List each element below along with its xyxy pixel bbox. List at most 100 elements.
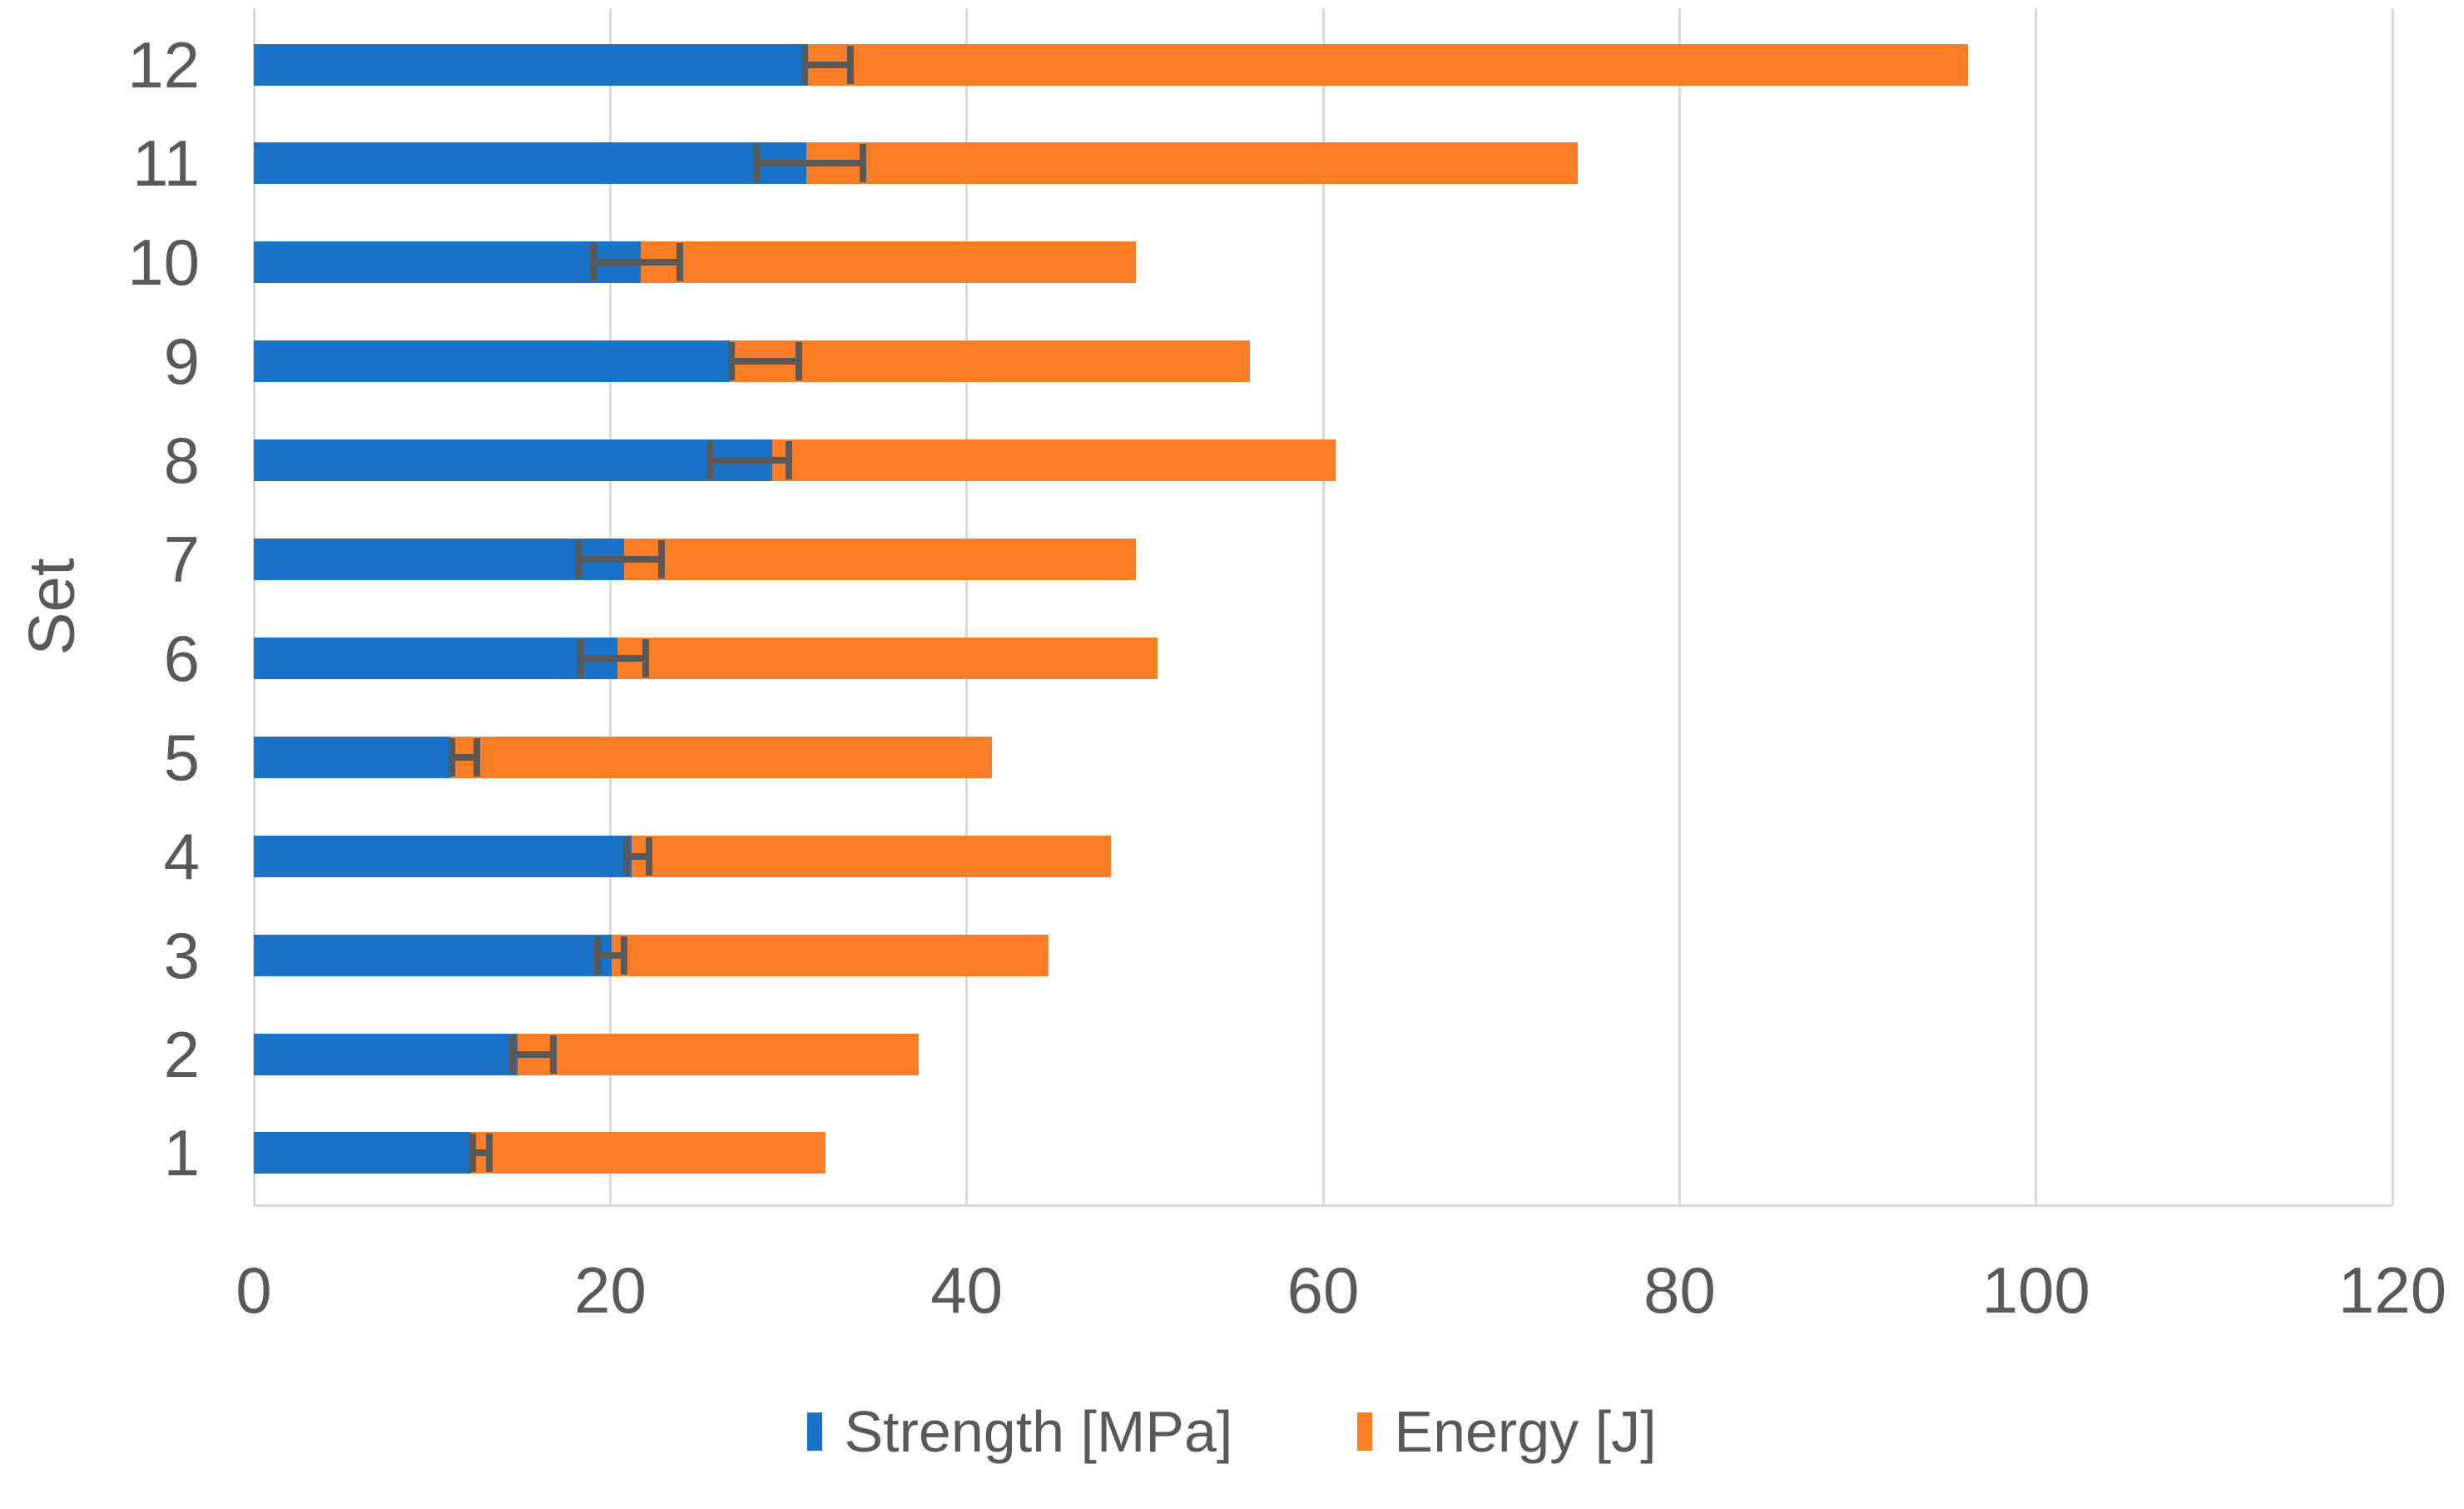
error-bar-cap-left bbox=[801, 45, 808, 84]
bar-row bbox=[254, 241, 2392, 284]
error-bar-cap-left bbox=[576, 638, 583, 678]
x-tick-label: 120 bbox=[2338, 1253, 2447, 1327]
energy-bar-segment bbox=[808, 43, 1969, 86]
error-bar-line bbox=[579, 654, 647, 662]
error-bar-line bbox=[731, 358, 800, 365]
error-bar-cap-left bbox=[594, 936, 602, 975]
gridline bbox=[2391, 8, 2394, 1205]
gridline bbox=[965, 8, 969, 1205]
y-tick-label: 5 bbox=[163, 720, 200, 794]
error-bar-line bbox=[710, 457, 789, 464]
error-bar-cap-left bbox=[622, 836, 630, 876]
strength-bar-segment bbox=[254, 1033, 518, 1075]
strength-bar-segment bbox=[254, 539, 625, 580]
bar-row bbox=[254, 142, 2392, 185]
strength-bar-segment bbox=[254, 142, 806, 185]
y-tick-label: 6 bbox=[163, 621, 200, 695]
y-tick-label: 8 bbox=[163, 424, 200, 498]
error-bar-line bbox=[594, 259, 680, 266]
strength-bar-segment bbox=[254, 637, 617, 679]
bar-row bbox=[254, 736, 2392, 778]
bar-row bbox=[254, 539, 2392, 580]
bar-row bbox=[254, 439, 2392, 482]
error-bar-line bbox=[473, 1149, 489, 1157]
x-tick-label: 80 bbox=[1643, 1253, 1716, 1327]
strength-bar-segment bbox=[254, 934, 612, 976]
y-tick-label: 10 bbox=[127, 226, 200, 300]
bar-row bbox=[254, 637, 2392, 679]
error-bar-line bbox=[626, 852, 650, 860]
legend-item-energy: Energy [J] bbox=[1357, 1398, 1657, 1465]
energy-bar-segment bbox=[449, 736, 992, 778]
error-bar-line bbox=[804, 61, 851, 68]
gridline bbox=[2035, 8, 2038, 1205]
error-bar-cap-right bbox=[785, 441, 792, 480]
x-axis-line bbox=[254, 1204, 2392, 1207]
error-bar-cap-left bbox=[706, 441, 714, 480]
legend-swatch-strength bbox=[807, 1412, 823, 1451]
strength-bar-segment bbox=[254, 43, 809, 86]
legend-swatch-energy bbox=[1357, 1412, 1373, 1451]
y-tick-label: 2 bbox=[163, 1017, 200, 1091]
error-bar-cap-right bbox=[473, 737, 480, 777]
error-bar-cap-right bbox=[796, 342, 803, 381]
error-bar-cap-right bbox=[642, 638, 650, 678]
error-bar-cap-left bbox=[591, 243, 598, 282]
bar-row bbox=[254, 835, 2392, 877]
gridline bbox=[608, 8, 612, 1205]
error-bar-cap-right bbox=[646, 836, 653, 876]
x-tick-label: 20 bbox=[573, 1253, 647, 1327]
error-bar-cap-left bbox=[448, 737, 455, 777]
strength-bar-segment bbox=[254, 835, 632, 877]
error-bar-cap-right bbox=[860, 144, 867, 183]
error-bar-line bbox=[578, 556, 662, 563]
y-tick-label: 1 bbox=[163, 1116, 200, 1190]
energy-bar-segment bbox=[624, 539, 1137, 580]
legend-label: Strength [MPa] bbox=[844, 1399, 1233, 1464]
bar-row bbox=[254, 43, 2392, 86]
strength-bar-segment bbox=[254, 241, 641, 284]
error-bar-cap-right bbox=[549, 1035, 557, 1074]
gridline bbox=[1321, 8, 1325, 1205]
legend: Strength [MPa] Energy [J] bbox=[0, 1398, 2464, 1465]
bar-row bbox=[254, 1033, 2392, 1075]
strength-bar-segment bbox=[254, 340, 730, 383]
y-tick-label: 9 bbox=[163, 325, 200, 399]
error-bar-line bbox=[756, 160, 864, 167]
y-tick-label: 12 bbox=[127, 27, 200, 102]
error-bar-line bbox=[512, 1050, 553, 1058]
error-bar-cap-left bbox=[574, 540, 582, 578]
plot-area bbox=[252, 8, 2394, 1207]
error-bar-line bbox=[451, 753, 477, 761]
x-tick-label: 60 bbox=[1287, 1253, 1360, 1327]
energy-bar-segment bbox=[772, 439, 1336, 482]
gridline bbox=[252, 8, 255, 1205]
legend-item-strength: Strength [MPa] bbox=[807, 1398, 1232, 1465]
strength-bar-segment bbox=[254, 736, 450, 778]
energy-bar-segment bbox=[806, 142, 1579, 185]
error-bar-cap-left bbox=[752, 144, 760, 183]
y-tick-label: 3 bbox=[163, 918, 200, 992]
error-bar-cap-right bbox=[658, 540, 666, 578]
gridline bbox=[1678, 8, 1681, 1205]
error-bar-cap-right bbox=[676, 243, 683, 282]
energy-bar-segment bbox=[517, 1033, 919, 1075]
error-bar-cap-left bbox=[727, 342, 735, 381]
energy-bar-segment bbox=[640, 241, 1137, 284]
error-bar-line bbox=[597, 951, 625, 959]
energy-bar-segment bbox=[617, 637, 1158, 679]
energy-bar-segment bbox=[632, 835, 1112, 877]
strength-bar-segment bbox=[254, 1132, 472, 1174]
energy-bar-segment bbox=[729, 340, 1251, 383]
y-tick-label: 11 bbox=[132, 127, 200, 201]
x-tick-label: 40 bbox=[930, 1253, 1004, 1327]
energy-bar-segment bbox=[612, 934, 1049, 976]
error-bar-cap-left bbox=[508, 1035, 516, 1074]
error-bar-cap-left bbox=[469, 1134, 477, 1173]
error-bar-cap-right bbox=[621, 936, 628, 975]
bar-row bbox=[254, 934, 2392, 976]
error-bar-cap-right bbox=[847, 45, 855, 84]
x-tick-label: 100 bbox=[1981, 1253, 2090, 1327]
energy-bar-segment bbox=[471, 1132, 826, 1174]
